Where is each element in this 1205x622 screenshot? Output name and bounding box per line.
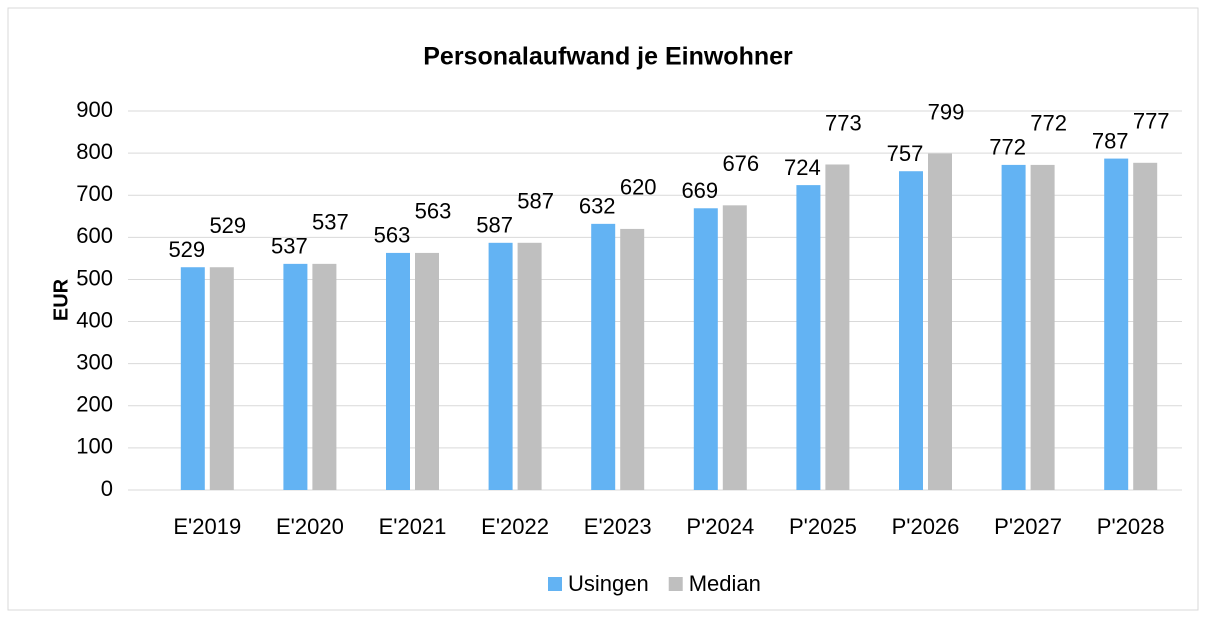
x-tick-label: E'2019	[173, 514, 241, 539]
data-label: 787	[1092, 128, 1129, 153]
bar	[517, 242, 542, 490]
data-label: 587	[517, 189, 554, 214]
bar	[1104, 158, 1129, 490]
data-label: 563	[415, 199, 452, 224]
data-label: 529	[209, 213, 246, 238]
y-tick-label: 500	[76, 265, 113, 290]
data-label: 669	[681, 178, 718, 203]
data-label: 632	[579, 194, 616, 219]
y-tick-label: 700	[76, 181, 113, 206]
bar	[796, 185, 821, 491]
x-tick-label: P'2024	[686, 514, 754, 539]
bar	[312, 263, 337, 490]
data-label: 772	[989, 135, 1026, 160]
data-label: 724	[784, 155, 821, 180]
legend-label: Usingen	[568, 571, 649, 596]
bar	[722, 205, 747, 490]
bar	[488, 242, 513, 490]
data-label: 773	[825, 110, 862, 135]
data-label: 537	[271, 234, 308, 259]
legend-swatch	[548, 577, 562, 591]
data-label: 563	[374, 223, 411, 248]
y-tick-label: 100	[76, 434, 113, 459]
data-label: 587	[476, 213, 513, 238]
y-tick-label: 300	[76, 349, 113, 374]
bar	[693, 208, 718, 490]
bar	[415, 252, 439, 490]
bar	[283, 263, 308, 490]
data-label: 799	[928, 99, 965, 124]
x-tick-label: P'2027	[994, 514, 1062, 539]
y-axis-title: EUR	[50, 278, 72, 321]
bar	[209, 267, 234, 490]
x-tick-label: E'2021	[379, 514, 447, 539]
x-tick-label: E'2020	[276, 514, 344, 539]
x-tick-label: P'2026	[892, 514, 960, 539]
data-label: 529	[168, 237, 205, 262]
data-label: 537	[312, 210, 349, 235]
x-tick-label: P'2028	[1097, 514, 1165, 539]
x-tick-label: E'2022	[481, 514, 549, 539]
bar	[591, 223, 616, 490]
y-tick-label: 600	[76, 223, 113, 248]
data-label: 757	[887, 141, 924, 166]
data-label: 676	[722, 151, 759, 176]
legend-label: Median	[689, 571, 761, 596]
bar	[386, 252, 410, 490]
bar	[1030, 164, 1055, 490]
legend-swatch	[668, 577, 683, 591]
bar	[620, 228, 645, 490]
y-tick-label: 900	[76, 97, 113, 122]
chart-title: Personalaufwand je Einwohner	[423, 43, 793, 71]
y-tick-label: 400	[76, 307, 113, 332]
bar	[825, 164, 850, 490]
bar	[928, 153, 952, 490]
x-tick-label: P'2025	[789, 514, 857, 539]
y-tick-label: 800	[76, 139, 113, 164]
y-tick-label: 200	[76, 392, 113, 417]
bar	[899, 171, 923, 491]
y-tick-label: 0	[101, 476, 113, 501]
bar	[1133, 162, 1158, 490]
bar	[1001, 164, 1026, 490]
data-label: 777	[1133, 109, 1170, 134]
data-label: 772	[1030, 111, 1067, 136]
x-tick-label: E'2023	[584, 514, 652, 539]
bar	[180, 267, 205, 490]
data-label: 620	[620, 175, 657, 200]
